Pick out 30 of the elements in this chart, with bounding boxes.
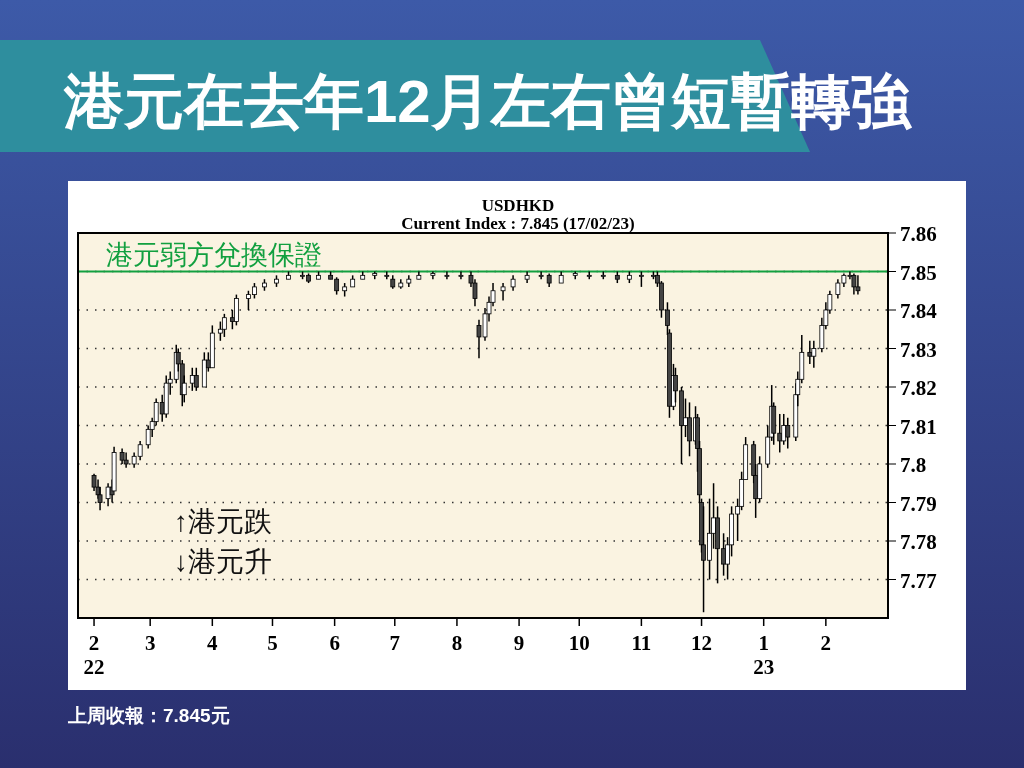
y-tick-label: 7.83	[900, 337, 937, 362]
x-tick-label: 6	[329, 631, 340, 655]
x-tick-label: 4	[207, 631, 219, 655]
title: 港元在去年12月左右曾短暫轉強	[64, 68, 911, 135]
y-tick-label: 7.82	[900, 376, 937, 400]
annotation: 上周收報：7.845元	[68, 705, 230, 726]
annotation: ↑港元跌	[174, 506, 272, 537]
x-tick-label: 8	[451, 631, 463, 655]
x-tick-label: 9	[513, 631, 525, 655]
y-tick-label: 7.8	[900, 453, 927, 477]
x-tick-label: 11	[631, 631, 652, 655]
annotation: ↓港元升	[174, 546, 272, 577]
x-tick-label: 3	[144, 631, 156, 655]
annotation: Current Index : 7.845 (17/02/23)	[401, 214, 635, 233]
subtitle: USDHKD	[481, 196, 555, 215]
ref-line-label: 港元弱方兌換保證	[106, 239, 322, 270]
x-tick-label: 12	[691, 631, 713, 655]
y-tick-label: 7.86	[900, 222, 937, 246]
x-tick-label: 2	[820, 631, 832, 655]
y-tick-label: 7.77	[900, 568, 937, 593]
y-tick-label: 7.79	[900, 491, 937, 516]
x-tick-label: 7	[389, 631, 401, 655]
y-tick-label: 7.78	[900, 530, 937, 554]
y-tick-label: 7.84	[900, 299, 938, 323]
x-tick-label: 1 23	[753, 631, 775, 680]
y-tick-label: 7.85	[900, 260, 937, 285]
y-tick-label: 7.81	[900, 414, 937, 439]
x-tick-label: 5	[267, 631, 278, 655]
x-tick-label: 10	[568, 631, 590, 655]
x-tick-label: 2 22	[83, 631, 105, 680]
